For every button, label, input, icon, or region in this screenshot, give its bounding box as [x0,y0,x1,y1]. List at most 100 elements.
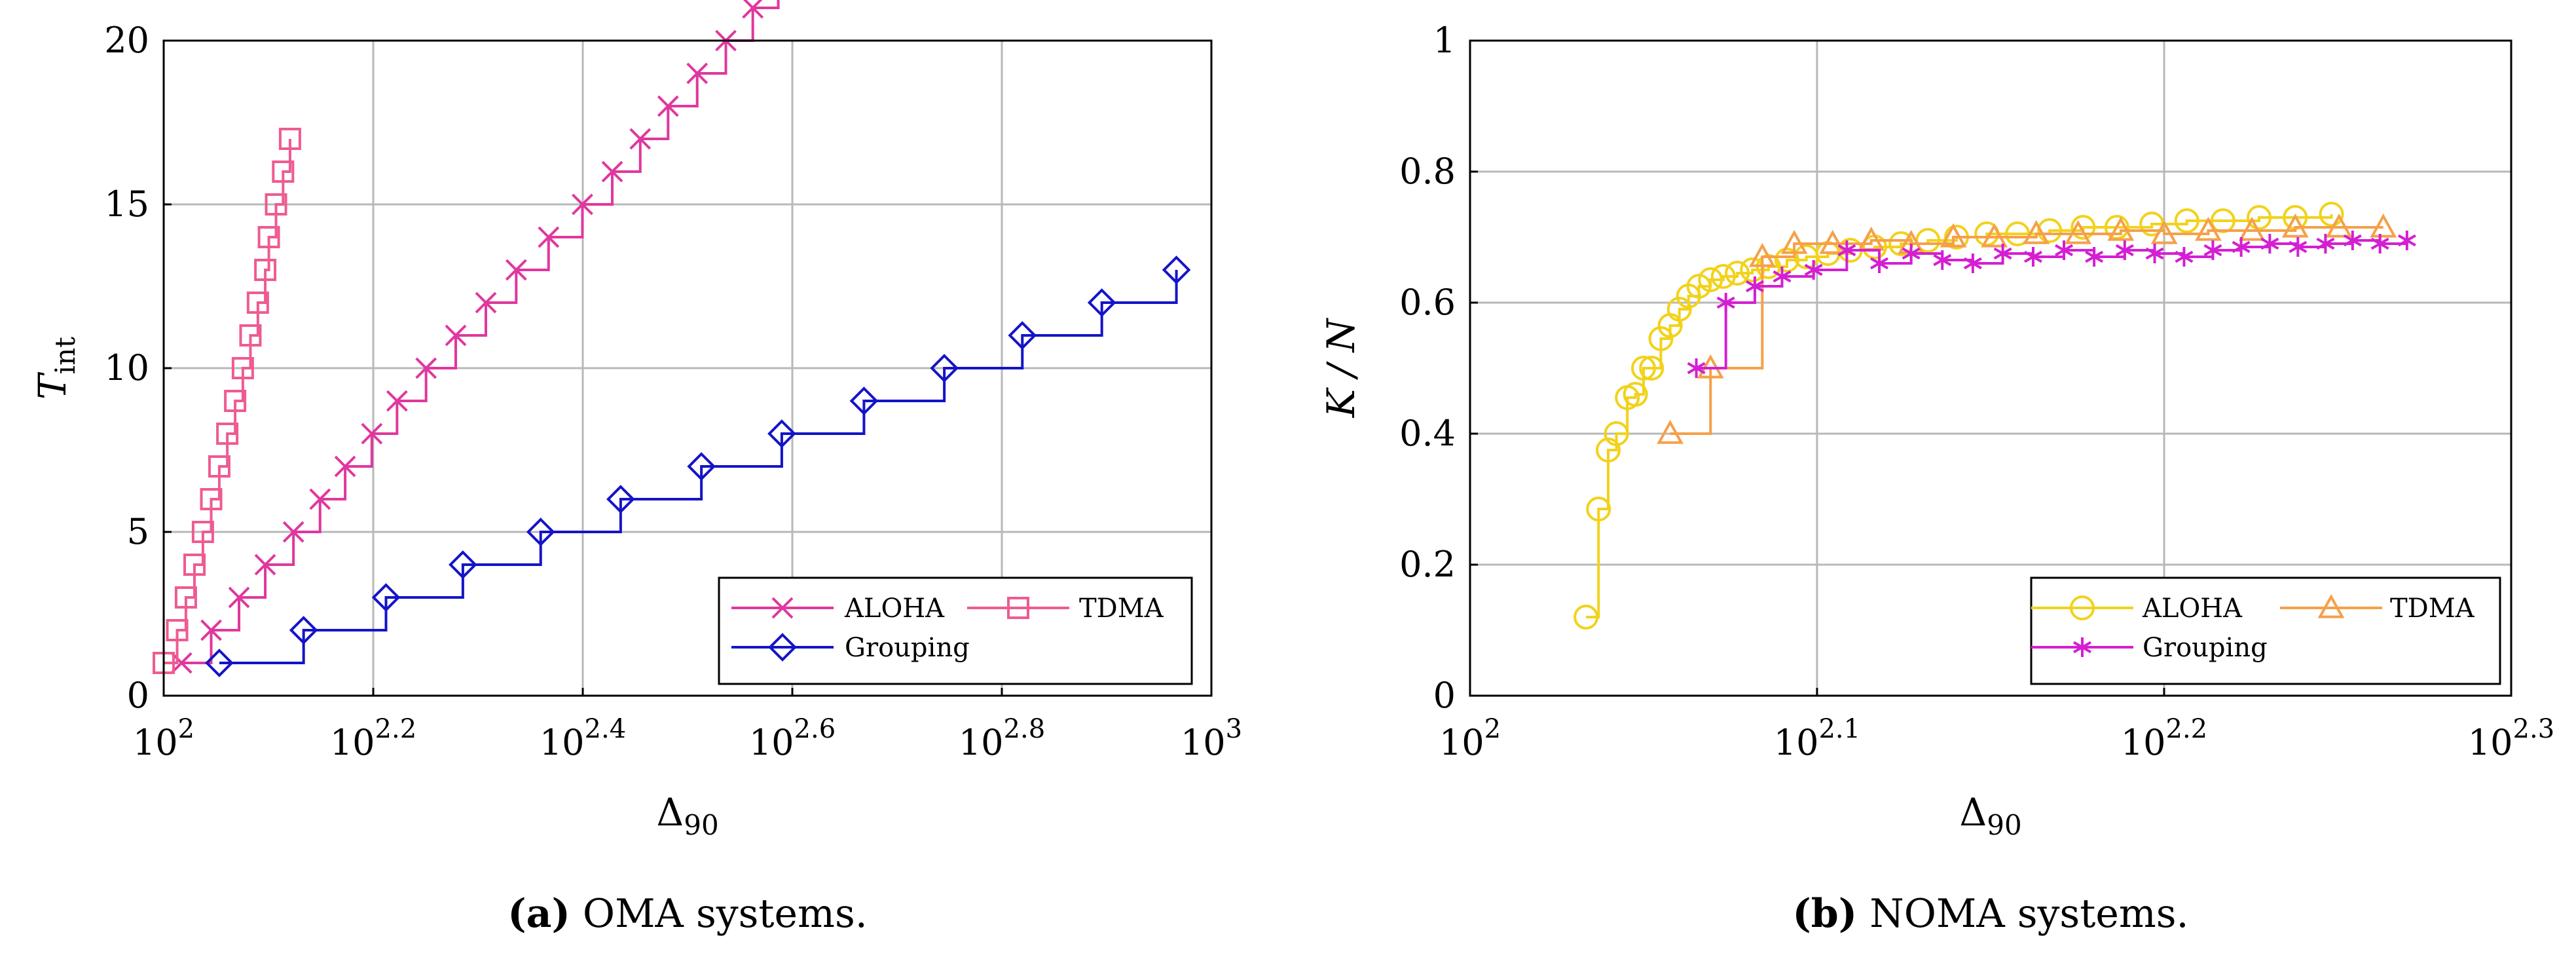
data-point-aloha [1595,438,1621,462]
legend-label-grouping: Grouping [845,633,970,663]
legend-label-tdma-noma: TDMA [2390,594,2475,624]
series-tdma [153,128,301,674]
y-tick-label: 5 [127,511,149,552]
data-point-tdma [231,357,254,379]
y-tick-label: 10 [104,347,149,388]
data-point-aloha [1725,261,1750,286]
data-point-tdma [2325,213,2353,238]
data-point-aloha [1648,326,1674,351]
data-point-grouping [1804,260,1823,280]
data-point-tdma [278,128,301,150]
data-point-tdma [1780,229,1808,254]
data-point-tdma [2107,216,2135,241]
data-point-aloha [2070,215,2096,240]
data-point-grouping [1716,293,1735,312]
data-point-grouping [1162,255,1191,284]
data-point-tdma [2150,219,2178,244]
data-point-grouping [371,583,401,612]
data-point-grouping [2055,240,2074,260]
data-point-aloha [309,488,331,510]
data-point-grouping [2260,234,2279,254]
series-line-tdma [1670,226,2383,435]
panel-a-xlabel: Δ90 [656,790,718,841]
y-tick-label: 0 [1433,675,1456,716]
y-tick-label: 0.2 [1399,544,1456,585]
y-tick-label: 0.8 [1399,151,1456,192]
legend-marker [2317,594,2345,618]
data-point-tdma [2370,213,2397,238]
legend-marker [771,597,794,619]
data-point-grouping [2175,247,2194,267]
legend-marker [768,633,797,662]
data-point-aloha [170,652,193,674]
data-point-aloha [538,226,560,248]
data-point-tdma [224,390,247,412]
data-point-aloha [334,455,356,478]
data-point-aloha [475,292,497,314]
data-point-aloha [1774,248,1799,273]
legend-label-aloha: ALOHA [844,594,945,624]
data-point-grouping [2343,231,2362,250]
x-tick-label: 102 [1439,714,1501,763]
data-point-aloha [1666,297,1692,322]
data-point-grouping [1773,267,1792,286]
data-point-tdma [2194,216,2222,241]
data-point-tdma [191,521,214,543]
data-point-tdma [200,488,223,510]
data-point-aloha [228,586,250,609]
panel-a-legend-box [718,576,1193,685]
data-point-aloha [686,62,708,85]
data-point-grouping [449,550,477,579]
legend-marker [2073,637,2091,657]
legend-marker [1007,597,1029,619]
data-point-aloha [572,193,593,216]
panel-a-legend: ALOHA TDMA Grouping [718,576,1193,685]
panel-a-caption: (a) OMA systems. [507,891,868,937]
data-point-grouping [2232,237,2251,257]
panel-b-legend-box [2030,576,2501,685]
data-point-grouping [2085,247,2104,267]
data-point-grouping [1837,240,1856,260]
panel-a-series [153,0,1191,677]
panel-b-ticks: 102 102.1 102.2 102.3 0 0.2 0.4 0.6 0.8 1 [1399,20,2554,763]
legend-label-aloha-noma: ALOHA [2142,594,2243,624]
data-point-aloha [445,324,467,347]
data-point-grouping [1963,254,1982,273]
panel-b-legend: ALOHA TDMA Grouping [2030,576,2501,685]
panel-b-noma: 102 102.1 102.2 102.3 0 0.2 0.4 0.6 0.8 1 Δ90 K /… [1319,20,2554,937]
data-point-aloha [505,259,527,281]
data-point-tdma [1981,223,2008,248]
data-point-aloha [1573,605,1599,630]
panel-b-caption: (b) NOMA systems. [1792,891,2188,937]
data-point-aloha [2174,208,2199,233]
data-point-aloha [1604,421,1629,446]
x-tick-label: 102.6 [749,714,836,763]
data-point-grouping [1870,254,1889,273]
panel-b-plot-frame [1469,39,2512,697]
x-tick-label: 102.3 [2468,714,2554,763]
data-point-grouping [205,649,234,677]
data-point-aloha [200,619,222,641]
panel-b-ylabel: K / N [1319,318,1363,419]
data-point-grouping [1008,321,1037,350]
data-point-grouping [1687,358,1706,378]
data-point-grouping [849,386,879,415]
data-point-tdma [2023,219,2050,244]
data-point-grouping [1087,288,1116,317]
data-point-tdma [257,226,280,248]
legend-entry-grouping-noma: Grouping [2031,633,2268,663]
data-point-aloha [1710,264,1736,289]
data-point-aloha [2247,205,2272,230]
legend-marker [2070,595,2095,620]
data-point-grouping [2370,234,2389,254]
data-point-aloha [1639,356,1665,381]
y-tick-label: 1 [1433,20,1456,61]
data-point-aloha [2319,202,2344,227]
panel-a-oma: 102 102.2 102.4 102.6 102.8 103 0 5 10 15 20 Δ90 T… [30,0,1242,937]
data-point-tdma [208,455,230,478]
data-point-grouping [1745,276,1764,296]
data-point-aloha [629,128,652,150]
data-point-tdma [183,554,206,576]
data-point-grouping [1933,250,1952,270]
